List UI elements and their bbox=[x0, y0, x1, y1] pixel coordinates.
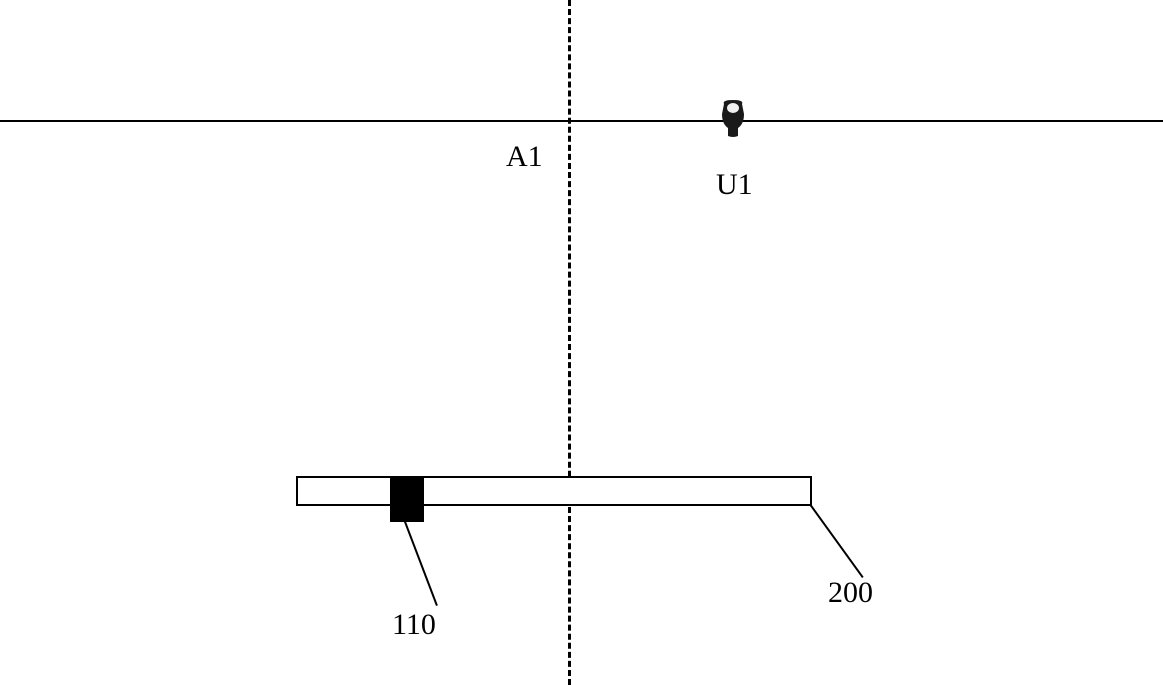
label-u1: U1 bbox=[716, 168, 753, 202]
object-u1 bbox=[718, 100, 748, 138]
leader-line-200 bbox=[810, 505, 864, 578]
label-110: 110 bbox=[392, 608, 436, 642]
leader-line-110 bbox=[404, 521, 438, 606]
object-u1-icon bbox=[718, 100, 748, 138]
bar-200 bbox=[296, 476, 812, 506]
horizontal-axis-line bbox=[0, 120, 1163, 122]
label-a1: A1 bbox=[506, 140, 543, 174]
block-110 bbox=[390, 476, 424, 522]
vertical-dashed-axis bbox=[568, 0, 571, 685]
label-200: 200 bbox=[828, 576, 873, 610]
